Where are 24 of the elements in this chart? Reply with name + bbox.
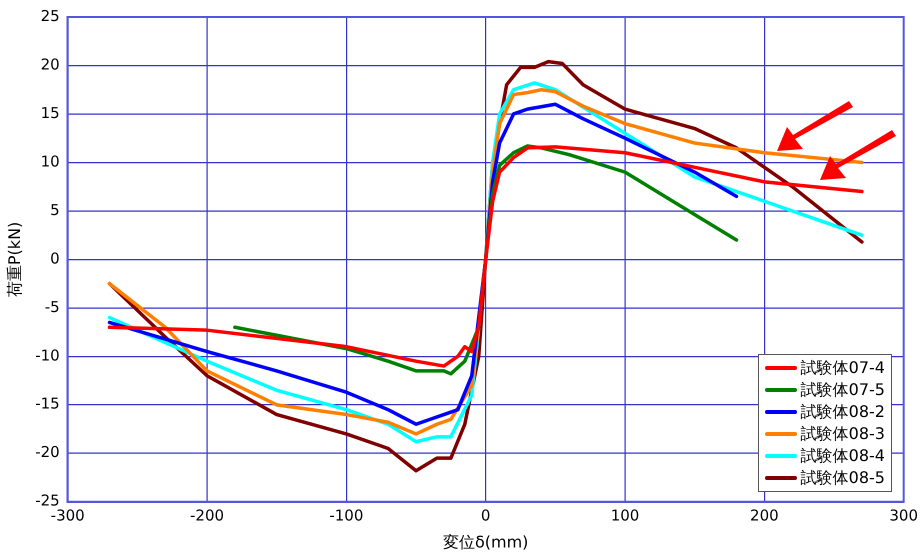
y-tick-label: 25	[40, 6, 60, 25]
x-axis-title: 変位δ(mm)	[442, 532, 528, 552]
y-tick-label: 15	[40, 104, 60, 122]
legend-label: 試験体08-3	[800, 422, 885, 445]
y-tick-label: -15	[35, 394, 60, 413]
x-tick-label: -100	[329, 506, 364, 525]
x-tick-label: 100	[610, 506, 640, 525]
legend-label: 試験体08-2	[800, 400, 885, 423]
y-tick-label: -5	[44, 298, 60, 316]
y-tick-label: 10	[40, 152, 60, 170]
x-tick-label: -200	[190, 506, 224, 525]
y-tick-label: 5	[50, 200, 60, 219]
y-tick-label: 0	[50, 249, 60, 268]
legend-label: 試験体07-5	[800, 378, 885, 401]
y-tick-label: 20	[40, 55, 60, 74]
x-tick-label: 200	[750, 506, 779, 525]
y-tick-label: -10	[35, 346, 60, 364]
legend-label: 試験体08-5	[800, 466, 885, 489]
y-axis-title: 荷重P(kN)	[4, 222, 24, 298]
x-tick-label: 0	[480, 506, 490, 525]
legend-label: 試験体07-4	[800, 356, 885, 379]
y-tick-label: -20	[35, 443, 60, 462]
legend-label: 試験体08-4	[800, 444, 885, 467]
x-tick-label: 300	[889, 506, 918, 525]
